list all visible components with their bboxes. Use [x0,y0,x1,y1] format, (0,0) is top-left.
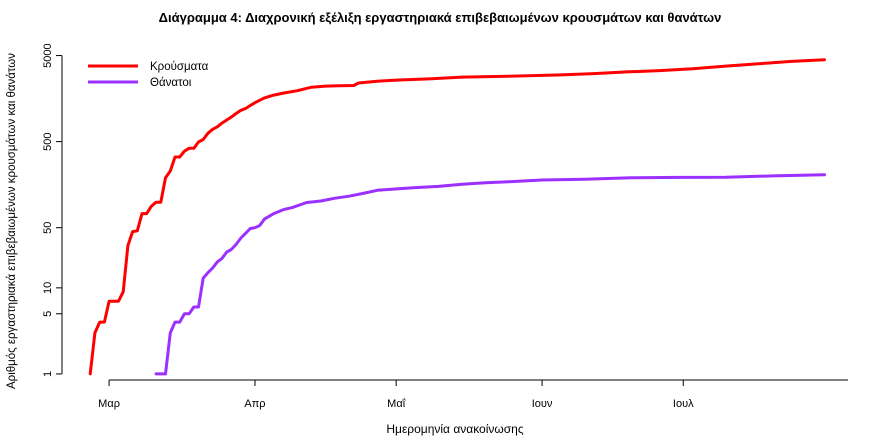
x-tick-label: Μαΐ [387,398,406,410]
y-tick-label: 50 [42,222,54,234]
legend: Κρούσματα Θάνατοι [88,61,209,89]
series-layer [88,58,826,376]
y-tick-label: 1 [42,371,54,377]
y-tick-label: 5 [42,311,54,317]
x-tick-label: Απρ [244,398,265,410]
series-line-cases [88,58,826,376]
y-tick-label: 10 [42,282,54,294]
y-axis-label: Αριθμός εργαστηριακά επιβεβαιωμένων κρου… [6,53,18,390]
x-axis-label: Ημερομηνία ανακοίνωσης [386,422,524,436]
x-tick-label: Ιουν [532,398,553,410]
x-tick-label: Μαρ [98,398,120,410]
chart-title: Διάγραμμα 4: Διαχρονική εξέλιξη εργαστηρ… [158,10,722,25]
y-tick-label: 500 [42,132,54,150]
legend-label: Θάνατοι [150,77,192,89]
axes: 1 5 10 50 500 5000 Μαρ Απρ Μαΐ Ιουν Ιουλ [42,43,848,410]
y-tick-label: 5000 [42,43,54,67]
legend-label: Κρούσματα [150,61,209,73]
x-tick-label: Ιουλ [673,398,694,410]
series-line-deaths [154,173,826,376]
